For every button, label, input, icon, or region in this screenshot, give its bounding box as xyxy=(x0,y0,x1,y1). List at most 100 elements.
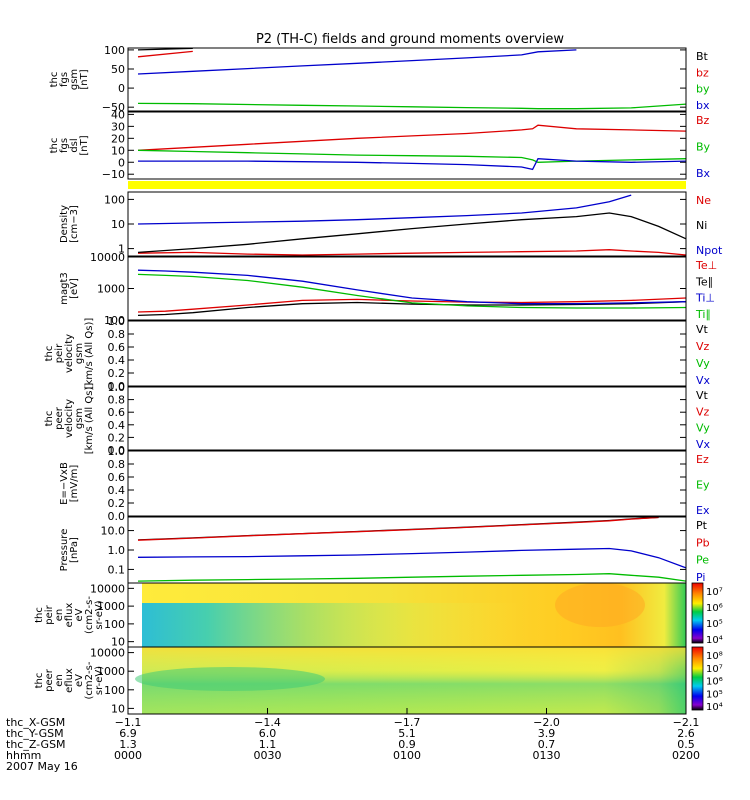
y-tick-label: −10 xyxy=(102,168,125,181)
y-axis-label: [km/s (All Qs)] xyxy=(84,383,95,455)
x-tick-label-z: 1.3 xyxy=(119,738,137,751)
x-axis-row-label: 2007 May 16 xyxy=(6,760,78,773)
panel-fgs_gsm xyxy=(127,47,687,112)
y-tick-label: 0.2 xyxy=(108,431,126,444)
y-tick-label: 0.6 xyxy=(108,341,126,354)
colorbar-tick-label: 10⁶ xyxy=(706,677,723,688)
y-axis-label: peir xyxy=(44,604,55,624)
x-axis-row-label: thc_Y-GSM xyxy=(6,727,64,740)
y-axis-label: fgs xyxy=(59,72,70,87)
y-tick-label: 0.0 xyxy=(108,444,126,457)
y-tick-label: 10 xyxy=(111,636,125,649)
legend-Te⊥: Te⊥ xyxy=(695,259,717,272)
x-tick-label-y: 6.0 xyxy=(259,727,277,740)
y-axis-label: Density xyxy=(59,205,70,243)
panel-peer_velocity xyxy=(127,386,687,451)
legend-Bz: Bz xyxy=(696,114,710,127)
y-tick-label: 0 xyxy=(118,156,125,169)
x-tick-label-y: 3.9 xyxy=(538,727,556,740)
y-axis-label: velocity xyxy=(64,334,75,373)
series-line-Bx xyxy=(138,158,687,171)
series-line-Ni xyxy=(137,212,687,254)
colorbar-tick-label: 10⁶ xyxy=(706,603,723,614)
y-tick-label: 20 xyxy=(111,132,125,145)
y-tick-label: −50 xyxy=(102,101,125,114)
y-tick-label: 0.8 xyxy=(108,458,126,471)
y-axis-label: velocity xyxy=(64,399,75,438)
colorbar-tick-label: 10⁴ xyxy=(706,702,723,713)
x-tick-label-y: 2.6 xyxy=(677,727,695,740)
y-axis-label: sr-eV) xyxy=(94,600,105,629)
y-axis-label: thc xyxy=(44,411,55,427)
y-tick-label: 0.4 xyxy=(108,354,126,367)
x-tick-label-z: 0.9 xyxy=(398,738,416,751)
panel-frame xyxy=(127,256,687,321)
y-axis-label: dsl xyxy=(69,138,80,152)
legend-bx: bx xyxy=(696,99,710,112)
y-tick-label: 10000 xyxy=(90,582,125,595)
legend-Npot: Npot xyxy=(696,244,723,257)
x-tick-label-time: 0130 xyxy=(533,749,561,762)
x-tick-label-z: 1.1 xyxy=(259,738,277,751)
y-axis-label: thc xyxy=(34,607,45,623)
y-axis-label: E=−VxB xyxy=(59,462,70,505)
y-axis-label: en xyxy=(54,609,65,622)
series-line-Pe xyxy=(137,573,687,582)
y-tick-label: 100 xyxy=(104,193,125,206)
figure-title: P2 (TH-C) fields and ground moments over… xyxy=(256,32,564,47)
y-axis-label: (cm2-s- xyxy=(84,661,95,699)
series-line-bz xyxy=(137,50,193,58)
y-tick-label: 1.0 xyxy=(108,381,126,394)
panel-frame xyxy=(127,516,687,584)
legend-Vx: Vx xyxy=(696,438,711,451)
y-axis-label: thc xyxy=(49,138,60,154)
y-axis-label: [nT] xyxy=(79,69,90,89)
y-axis-label: peir xyxy=(54,343,65,363)
x-axis-row-label: thc_X-GSM xyxy=(6,716,65,729)
y-tick-label: 0.0 xyxy=(108,380,126,393)
y-tick-label: 1.0 xyxy=(108,445,126,458)
legend-Vz: Vz xyxy=(696,405,710,418)
y-tick-label: 0.6 xyxy=(108,471,126,484)
series-line-Te∥ xyxy=(137,301,687,317)
colorbar-tick-label: 10⁸ xyxy=(706,651,723,662)
x-tick-label-y: 5.1 xyxy=(398,727,416,740)
y-tick-label: 100 xyxy=(104,618,125,631)
y-tick-label: 0.8 xyxy=(108,328,126,341)
legend-Ey: Ey xyxy=(696,479,710,492)
y-axis-label: peer xyxy=(44,668,55,692)
y-tick-label: 0.1 xyxy=(108,563,126,576)
y-tick-label: 1.0 xyxy=(108,315,126,328)
legend-Vy: Vy xyxy=(696,422,710,435)
x-tick-label-time: 0000 xyxy=(114,749,142,762)
x-tick-label-x: −1.1 xyxy=(115,716,142,729)
legend-Pb: Pb xyxy=(696,536,710,549)
panel-frame xyxy=(127,191,687,257)
x-tick-label-time: 0030 xyxy=(254,749,282,762)
legend-Pe: Pe xyxy=(696,554,709,567)
y-tick-label: 1000 xyxy=(97,665,125,678)
y-tick-label: 0.2 xyxy=(108,367,126,380)
y-tick-label: 0 xyxy=(118,82,125,95)
y-axis-label: Pressure xyxy=(59,529,70,572)
y-axis-label: thc xyxy=(34,673,45,689)
y-axis-label: eflux xyxy=(64,668,75,693)
panel-fgs_dsl xyxy=(127,111,687,180)
panel-frame xyxy=(127,111,687,180)
y-axis-label: thc xyxy=(49,72,60,88)
y-tick-label: 0.0 xyxy=(108,510,126,523)
panel-pressure xyxy=(127,516,687,584)
series-line-Bt xyxy=(137,47,193,51)
x-tick-label-x: −2.1 xyxy=(673,716,700,729)
legend-Ex: Ex xyxy=(696,504,710,517)
panel-frame xyxy=(127,450,687,517)
series-line-Ti⊥ xyxy=(137,269,687,305)
y-tick-label: 10000 xyxy=(90,251,125,264)
panel-peir_velocity xyxy=(127,320,687,387)
legend-Ne: Ne xyxy=(696,194,711,207)
legend-Ni: Ni xyxy=(696,219,707,232)
colorbar-tick-label: 10⁵ xyxy=(706,619,723,630)
y-axis-label: [nT] xyxy=(79,135,90,155)
x-tick-label-x: −1.7 xyxy=(394,716,421,729)
y-axis-label: eflux xyxy=(64,603,75,628)
